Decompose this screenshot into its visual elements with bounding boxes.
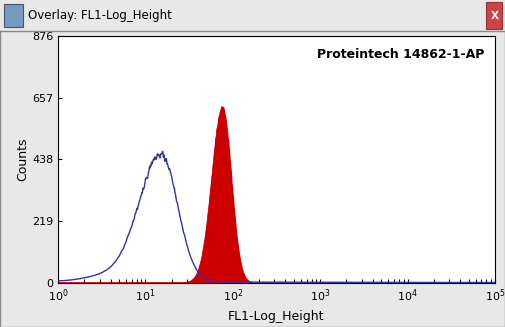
Bar — [4, 4, 23, 27]
Bar — [486, 3, 502, 28]
Y-axis label: Counts: Counts — [16, 138, 29, 181]
Text: X: X — [490, 10, 498, 21]
X-axis label: FL1-Log_Height: FL1-Log_Height — [228, 310, 325, 323]
Text: Overlay: FL1-Log_Height: Overlay: FL1-Log_Height — [28, 9, 172, 22]
Text: Proteintech 14862-1-AP: Proteintech 14862-1-AP — [317, 48, 484, 61]
